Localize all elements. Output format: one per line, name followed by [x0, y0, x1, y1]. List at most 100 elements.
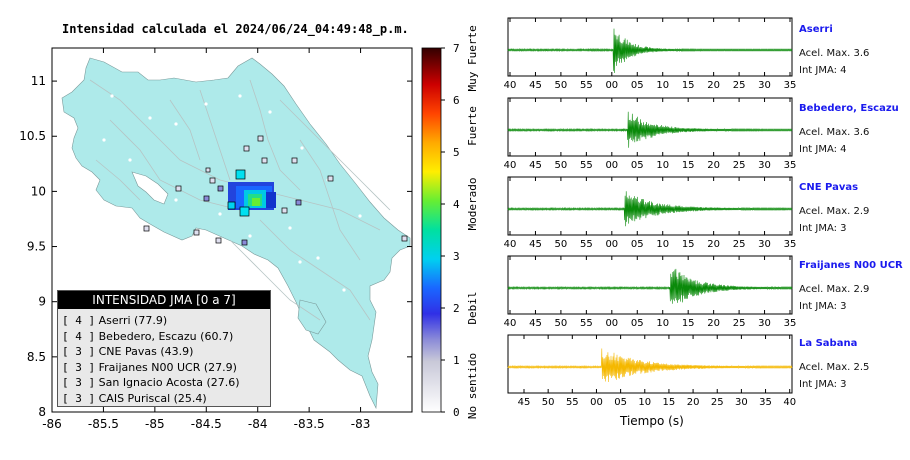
waveform-panel: 45 50 55 00 05 10 15 20 25 30 35 40: [507, 334, 796, 408]
x-tick-label: 50: [555, 80, 568, 91]
x-tick-label: 35: [784, 160, 797, 171]
station-markers: [143, 135, 408, 246]
x-tick-label: 55: [566, 397, 579, 408]
station-accel: Acel. Max. 2.5: [799, 362, 870, 373]
legend-item: [ 3 ] San Ignacio Acosta (27.6): [62, 376, 240, 390]
map-title: Intensidad calculada el 2024/06/24_04:49…: [62, 22, 409, 36]
legend-item: [ 4 ] Bebedero, Escazu (60.7): [62, 329, 234, 343]
x-tick-label: 45: [518, 397, 531, 408]
station-accel: Acel. Max. 2.9: [799, 206, 870, 217]
x-tick-label: 15: [682, 160, 695, 171]
colorbar-tick-label: 0: [453, 406, 460, 419]
x-tick-label: 25: [733, 80, 746, 91]
gulf-water: [131, 171, 169, 205]
x-tick-label: 30: [758, 239, 771, 250]
x-tick-label: -83: [351, 417, 371, 431]
colorbar-tick-label: 4: [453, 198, 460, 211]
x-tick-label: 40: [504, 160, 517, 171]
station-name: CNE Pavas: [799, 182, 859, 193]
y-tick-label: 11: [31, 74, 46, 88]
x-tick-label: 40: [783, 397, 796, 408]
station-accel: Acel. Max. 3.6: [799, 48, 870, 59]
x-tick-label: -84: [248, 417, 268, 431]
x-tick-label: 20: [687, 397, 700, 408]
y-tick-label: 9: [38, 295, 46, 309]
x-tick-label: 45: [529, 80, 542, 91]
x-tick-label: 05: [631, 80, 644, 91]
x-tick-label: 45: [529, 318, 542, 329]
colorbar-tick-label: 5: [453, 146, 460, 159]
waveform-frame: [507, 17, 793, 77]
waveform-trace: [507, 111, 793, 148]
x-tick-label: 05: [631, 160, 644, 171]
station-jma: Int JMA: 3: [799, 301, 847, 312]
y-tick-label: 10.5: [19, 129, 46, 143]
x-tick-label: 55: [580, 239, 593, 250]
colorbar-ticks: 0 1 2 3 4 5 6 7: [441, 42, 460, 419]
x-tick-label: 30: [758, 160, 771, 171]
waveform-panel: 40 45 50 55 00 05 10 15 20 25 30 35: [504, 255, 797, 329]
y-tick-label: 9.5: [27, 240, 46, 254]
x-tick-label: 00: [605, 80, 618, 91]
station-jma: Int JMA: 4: [799, 144, 847, 155]
colorbar-tick-label: 6: [453, 94, 460, 107]
waveform-frame: [507, 176, 793, 236]
x-tick-label: 00: [605, 160, 618, 171]
legend-item: [ 4 ] Aserri (77.9): [62, 314, 168, 327]
station-accel: Acel. Max. 2.9: [799, 284, 870, 295]
x-tick-label: -85: [145, 417, 165, 431]
waveform-xlabel: Tiempo (s): [620, 414, 684, 428]
colorbar-category-label: No sentido: [466, 353, 479, 419]
waveform-trace: [507, 191, 793, 227]
x-tick-label: 15: [682, 80, 695, 91]
land-polygon-south: [297, 299, 327, 335]
station-jma: Int JMA: 3: [799, 223, 847, 234]
x-tick-label: 40: [504, 239, 517, 250]
legend-item: [ 3 ] Fraijanes N00 UCR (27.9): [62, 360, 237, 374]
x-tick-label: 50: [542, 397, 555, 408]
x-tick-label: 45: [529, 239, 542, 250]
waveform-panel: 40 45 50 55 00 05 10 15 20 25 30 35: [504, 97, 797, 171]
x-tick-label: -86: [42, 417, 62, 431]
y-tick-label: 8: [38, 405, 46, 419]
colorbar-category-label: Fuerte: [466, 106, 479, 146]
intensity-patch: [228, 182, 276, 210]
x-tick-label: 30: [735, 397, 748, 408]
y-tick-label: 8.5: [27, 350, 46, 364]
x-tick-label: 50: [555, 318, 568, 329]
waveform-frame: [507, 334, 793, 394]
x-tick-label: 50: [555, 160, 568, 171]
road-network: [89, 79, 391, 321]
colorbar-category-label: Moderado: [466, 178, 479, 231]
x-tick-label: 35: [784, 318, 797, 329]
x-tick-label: -83.5: [294, 417, 325, 431]
station-jma: Int JMA: 3: [799, 379, 847, 390]
colorbar-labels: No sentido Debil Moderado Fuerte Muy Fuerte: [466, 25, 479, 419]
legend-list: [ 4 ] Aserri (77.9) [ 4 ] Bebedero, Esca…: [58, 309, 270, 407]
x-tick-label: 10: [656, 80, 669, 91]
x-tick-label: 00: [590, 397, 603, 408]
x-tick-label: 20: [707, 239, 720, 250]
y-tick-label: 10: [31, 184, 46, 198]
waveform-frame: [507, 97, 793, 157]
waveform-panel: 40 45 50 55 00 05 10 15 20 25 30 35: [504, 17, 796, 91]
x-tick-label: 35: [784, 239, 797, 250]
station-jma: Int JMA: 4: [799, 65, 847, 76]
station-name: Fraijanes N00 UCR: [799, 260, 903, 271]
x-tick-label: 30: [758, 80, 771, 91]
waveform-trace: [507, 348, 793, 383]
x-tick-label: 55: [580, 318, 593, 329]
x-tick-label: 40: [504, 318, 517, 329]
city-markers: [102, 94, 362, 292]
x-tick-label: 15: [682, 239, 695, 250]
waveform-trace: [507, 268, 793, 304]
legend-title: INTENSIDAD JMA [0 a 7]: [58, 291, 270, 309]
colorbar-tick-label: 2: [453, 302, 460, 315]
x-tick-label: 20: [707, 160, 720, 171]
x-tick-label: -84.5: [191, 417, 222, 431]
x-tick-label: 00: [605, 318, 618, 329]
x-tick-label: 10: [638, 397, 651, 408]
waveform-trace: [507, 28, 793, 74]
